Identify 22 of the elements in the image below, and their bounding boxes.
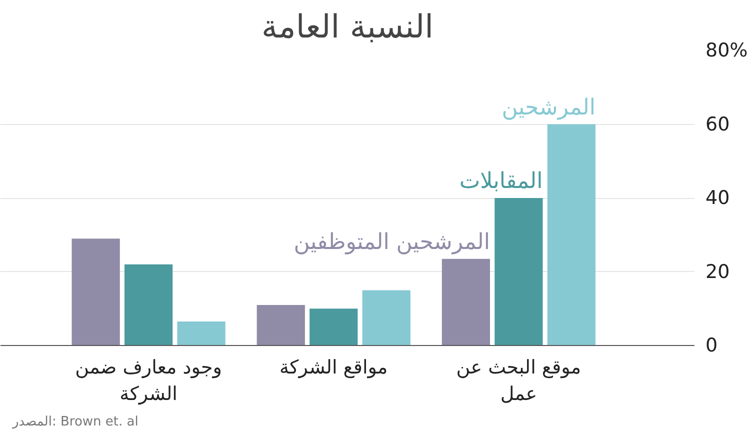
y-tick-label: 80% (706, 40, 748, 62)
bar (256, 304, 305, 346)
y-tick-label: 60 (706, 113, 730, 136)
series-label: المقابلات (459, 169, 543, 194)
y-tick-label: 40 (706, 187, 730, 209)
text: المصدر: Brown et. al (12, 414, 138, 430)
chart-title: النسبة العامة (262, 8, 434, 46)
y-tick-label: 20 (706, 260, 730, 283)
x-tick-label: موقع البحث عن عمل (456, 356, 582, 405)
bar (124, 264, 173, 346)
bar (442, 258, 490, 346)
bar (310, 308, 358, 346)
x-tick-label: مواقع الشركة (280, 356, 388, 378)
bar (72, 238, 120, 346)
bar (177, 322, 226, 346)
bar (494, 198, 543, 346)
bar (362, 290, 410, 346)
y-tick-label: 0 (706, 334, 718, 356)
series-label: المرشحين (502, 95, 596, 120)
bar (547, 124, 596, 346)
series-label: المرشحين المتوظفين (294, 230, 490, 255)
x-tick-label: وجود معارف ضمن الشركة (75, 356, 222, 405)
